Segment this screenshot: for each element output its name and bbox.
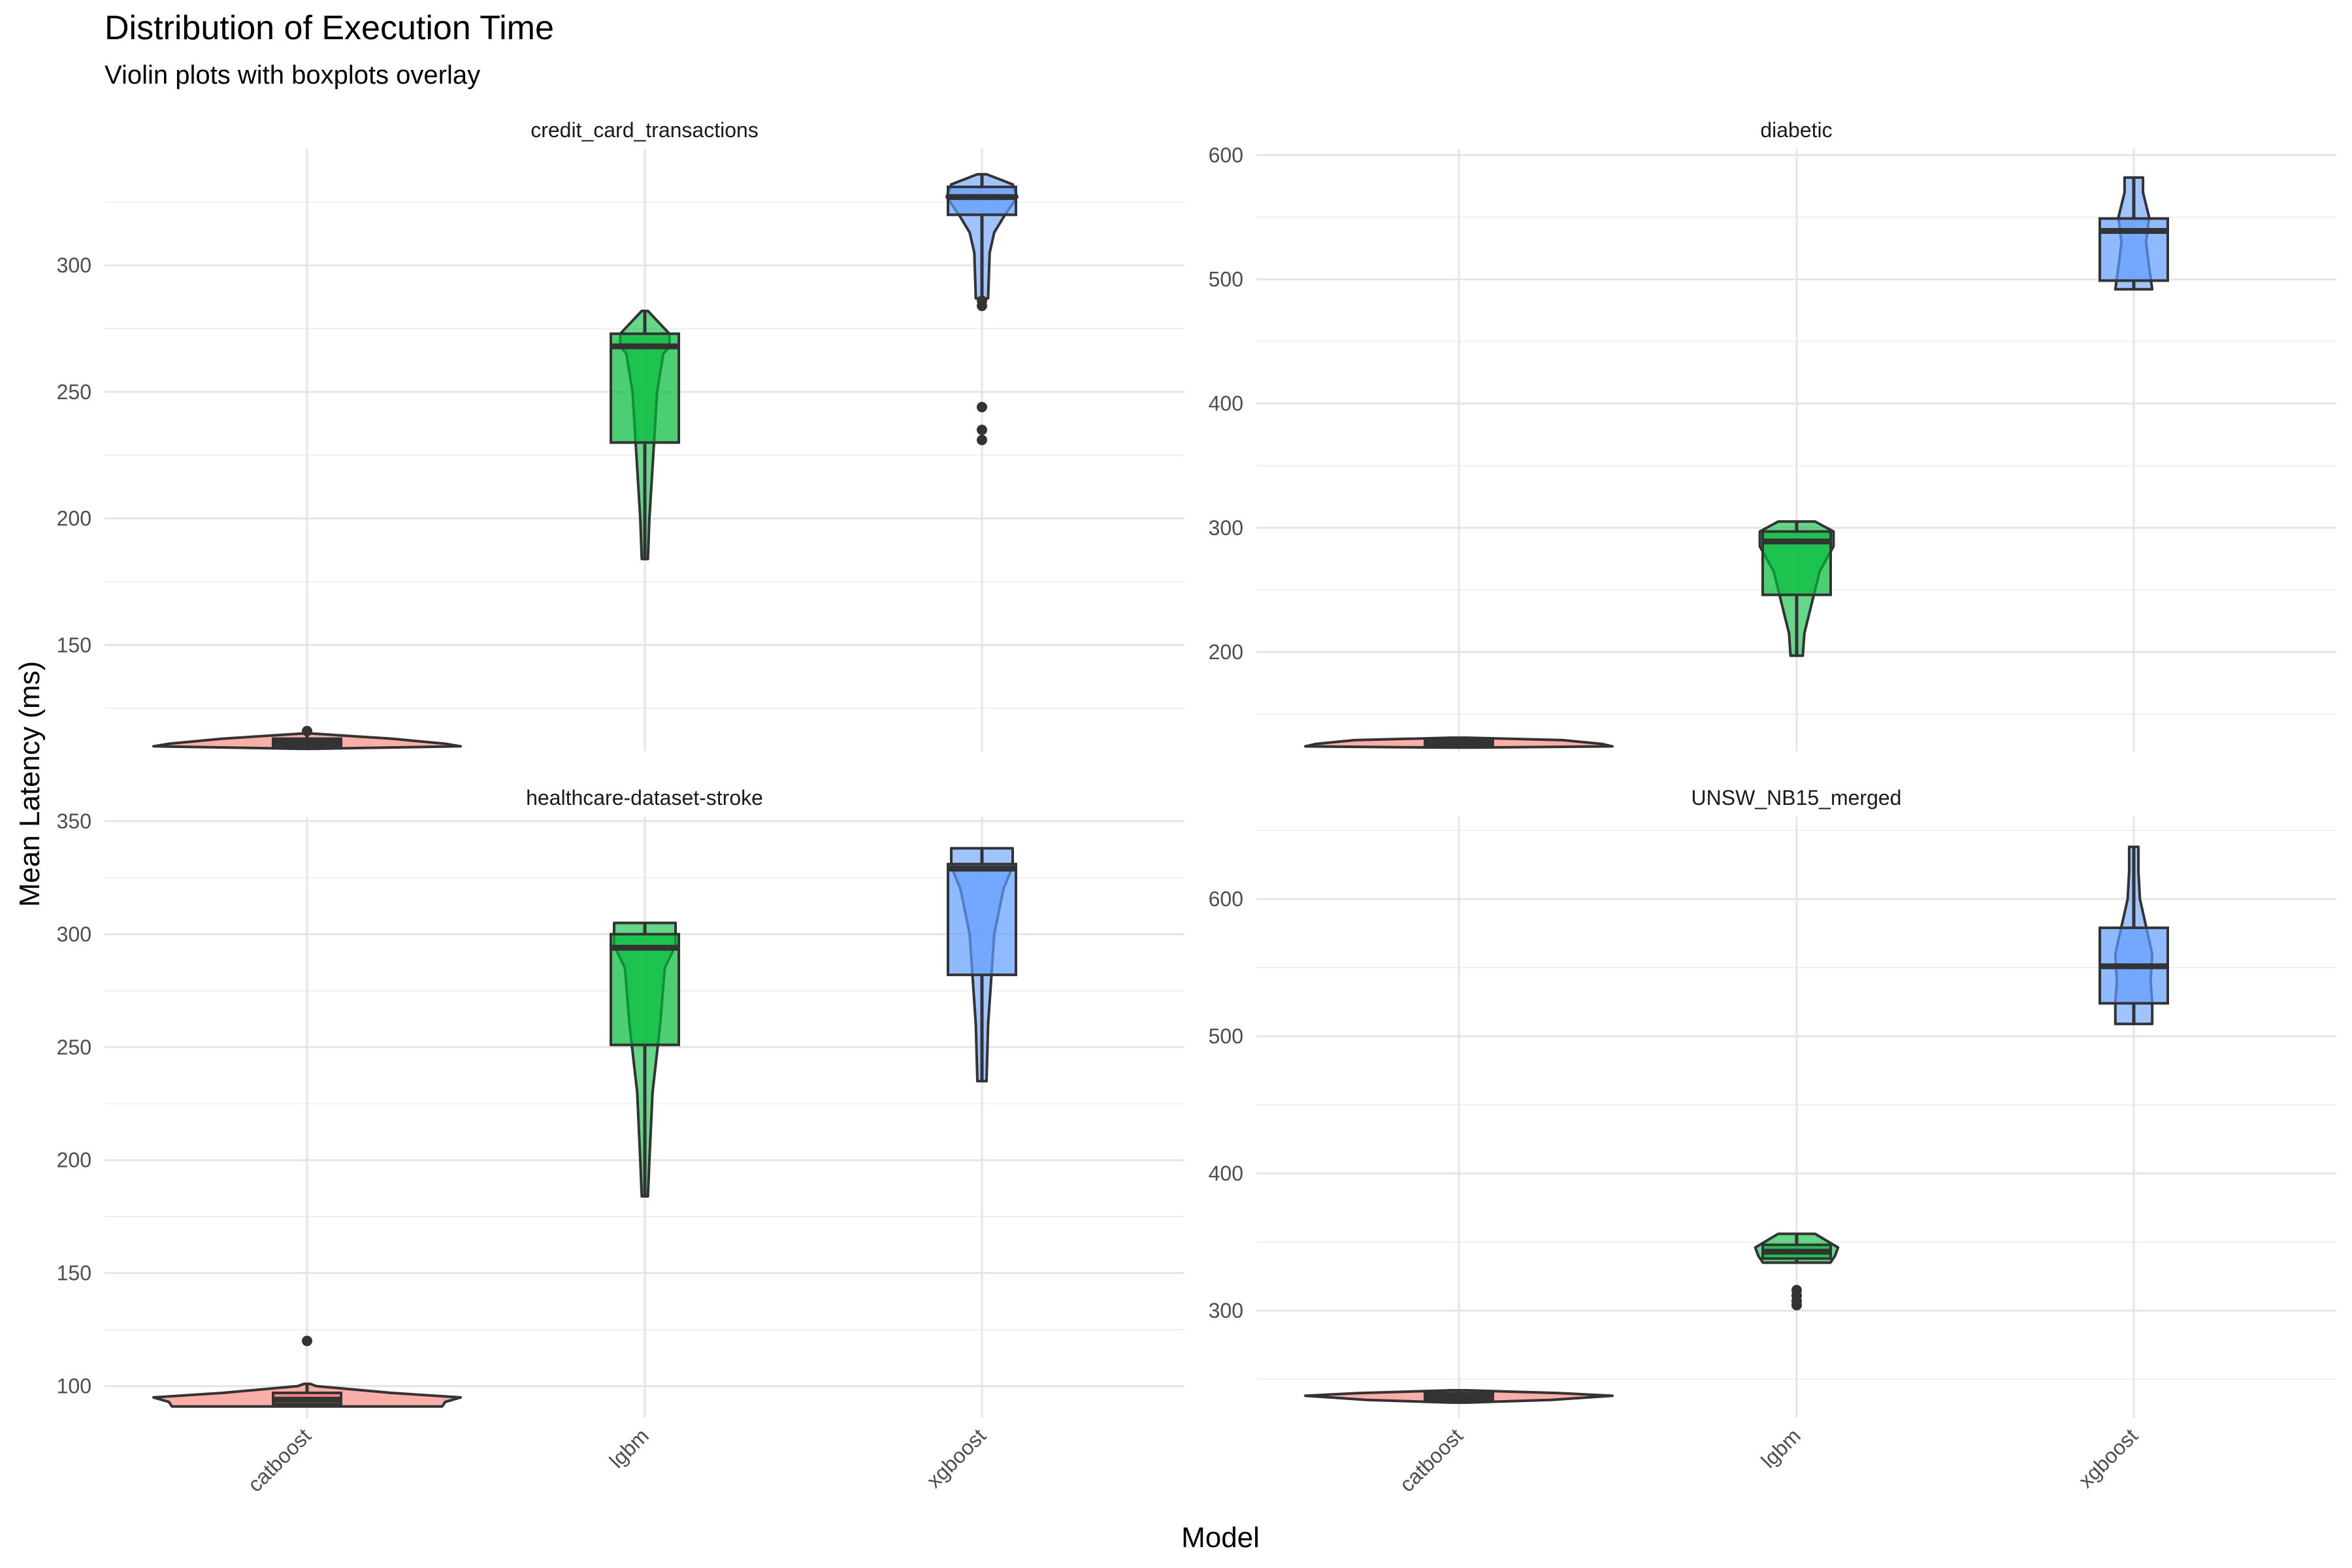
y-tick-label: 400 bbox=[1209, 392, 1243, 416]
outlier-point bbox=[977, 434, 987, 446]
y-tick-label: 300 bbox=[57, 253, 91, 277]
box-lgbm bbox=[610, 932, 680, 1047]
facet-panel: diabetic 200 300 400 500 600 bbox=[1209, 118, 2336, 751]
outlier-point bbox=[302, 1335, 312, 1347]
y-tick-label: 300 bbox=[1209, 516, 1243, 540]
y-tick-label: 200 bbox=[1209, 640, 1243, 664]
y-tick-label: 150 bbox=[57, 633, 91, 657]
y-tick-label: 200 bbox=[57, 1149, 91, 1172]
outlier-point bbox=[302, 726, 312, 737]
facet-panels: credit_card_transactions150200250300diab… bbox=[57, 118, 2336, 1496]
box-xgboost bbox=[2099, 217, 2169, 282]
x-tick-label: catboost bbox=[1395, 1424, 1467, 1496]
y-tick-label: 100 bbox=[57, 1375, 91, 1398]
chart-subtitle: Violin plots with boxplots overlay bbox=[105, 61, 480, 90]
facet-strip-label: credit_card_transactions bbox=[531, 118, 759, 142]
facet-strip-label: UNSW_NB15_merged bbox=[1691, 786, 1902, 809]
facet-panel: credit_card_transactions 150 200 250 300 bbox=[57, 118, 1184, 751]
facet-panel: UNSW_NB15_merged 300 400 500 600 catboost lgbm… bbox=[1209, 786, 2336, 1496]
facet-panel: healthcare-dataset-stroke 100 150 200 250 300… bbox=[57, 786, 1184, 1496]
y-tick-label: 150 bbox=[57, 1262, 91, 1285]
box-lgbm bbox=[610, 332, 680, 444]
x-tick-label: catboost bbox=[243, 1424, 316, 1496]
outlier-point bbox=[977, 301, 987, 312]
facet-strip-label: healthcare-dataset-stroke bbox=[526, 786, 763, 809]
x-tick-label: xgboost bbox=[2074, 1424, 2142, 1492]
x-axis-title: Model bbox=[1181, 1522, 1260, 1554]
y-tick-label: 500 bbox=[1209, 268, 1243, 291]
outlier-point bbox=[977, 425, 987, 436]
facet-strip-label: diabetic bbox=[1760, 118, 1832, 142]
box-xgboost bbox=[947, 862, 1017, 977]
y-tick-label: 300 bbox=[1209, 1299, 1243, 1322]
y-tick-label: 200 bbox=[57, 507, 91, 531]
y-tick-label: 500 bbox=[1209, 1024, 1243, 1048]
y-tick-label: 600 bbox=[1209, 144, 1243, 167]
y-axis-title: Mean Latency (ms) bbox=[14, 661, 46, 907]
outlier-point bbox=[977, 402, 987, 413]
y-tick-label: 300 bbox=[57, 923, 91, 946]
x-tick-label: xgboost bbox=[922, 1424, 990, 1492]
outlier-point bbox=[1791, 1284, 1802, 1296]
y-tick-label: 600 bbox=[1209, 887, 1243, 911]
box-xgboost bbox=[947, 186, 1017, 216]
chart-title: Distribution of Execution Time bbox=[105, 9, 554, 47]
x-tick-label: lgbm bbox=[1756, 1424, 1805, 1473]
y-tick-label: 250 bbox=[57, 1036, 91, 1059]
x-tick-label: lgbm bbox=[604, 1424, 653, 1473]
y-tick-label: 350 bbox=[57, 809, 91, 833]
y-tick-label: 400 bbox=[1209, 1162, 1243, 1185]
y-tick-label: 250 bbox=[57, 380, 91, 404]
